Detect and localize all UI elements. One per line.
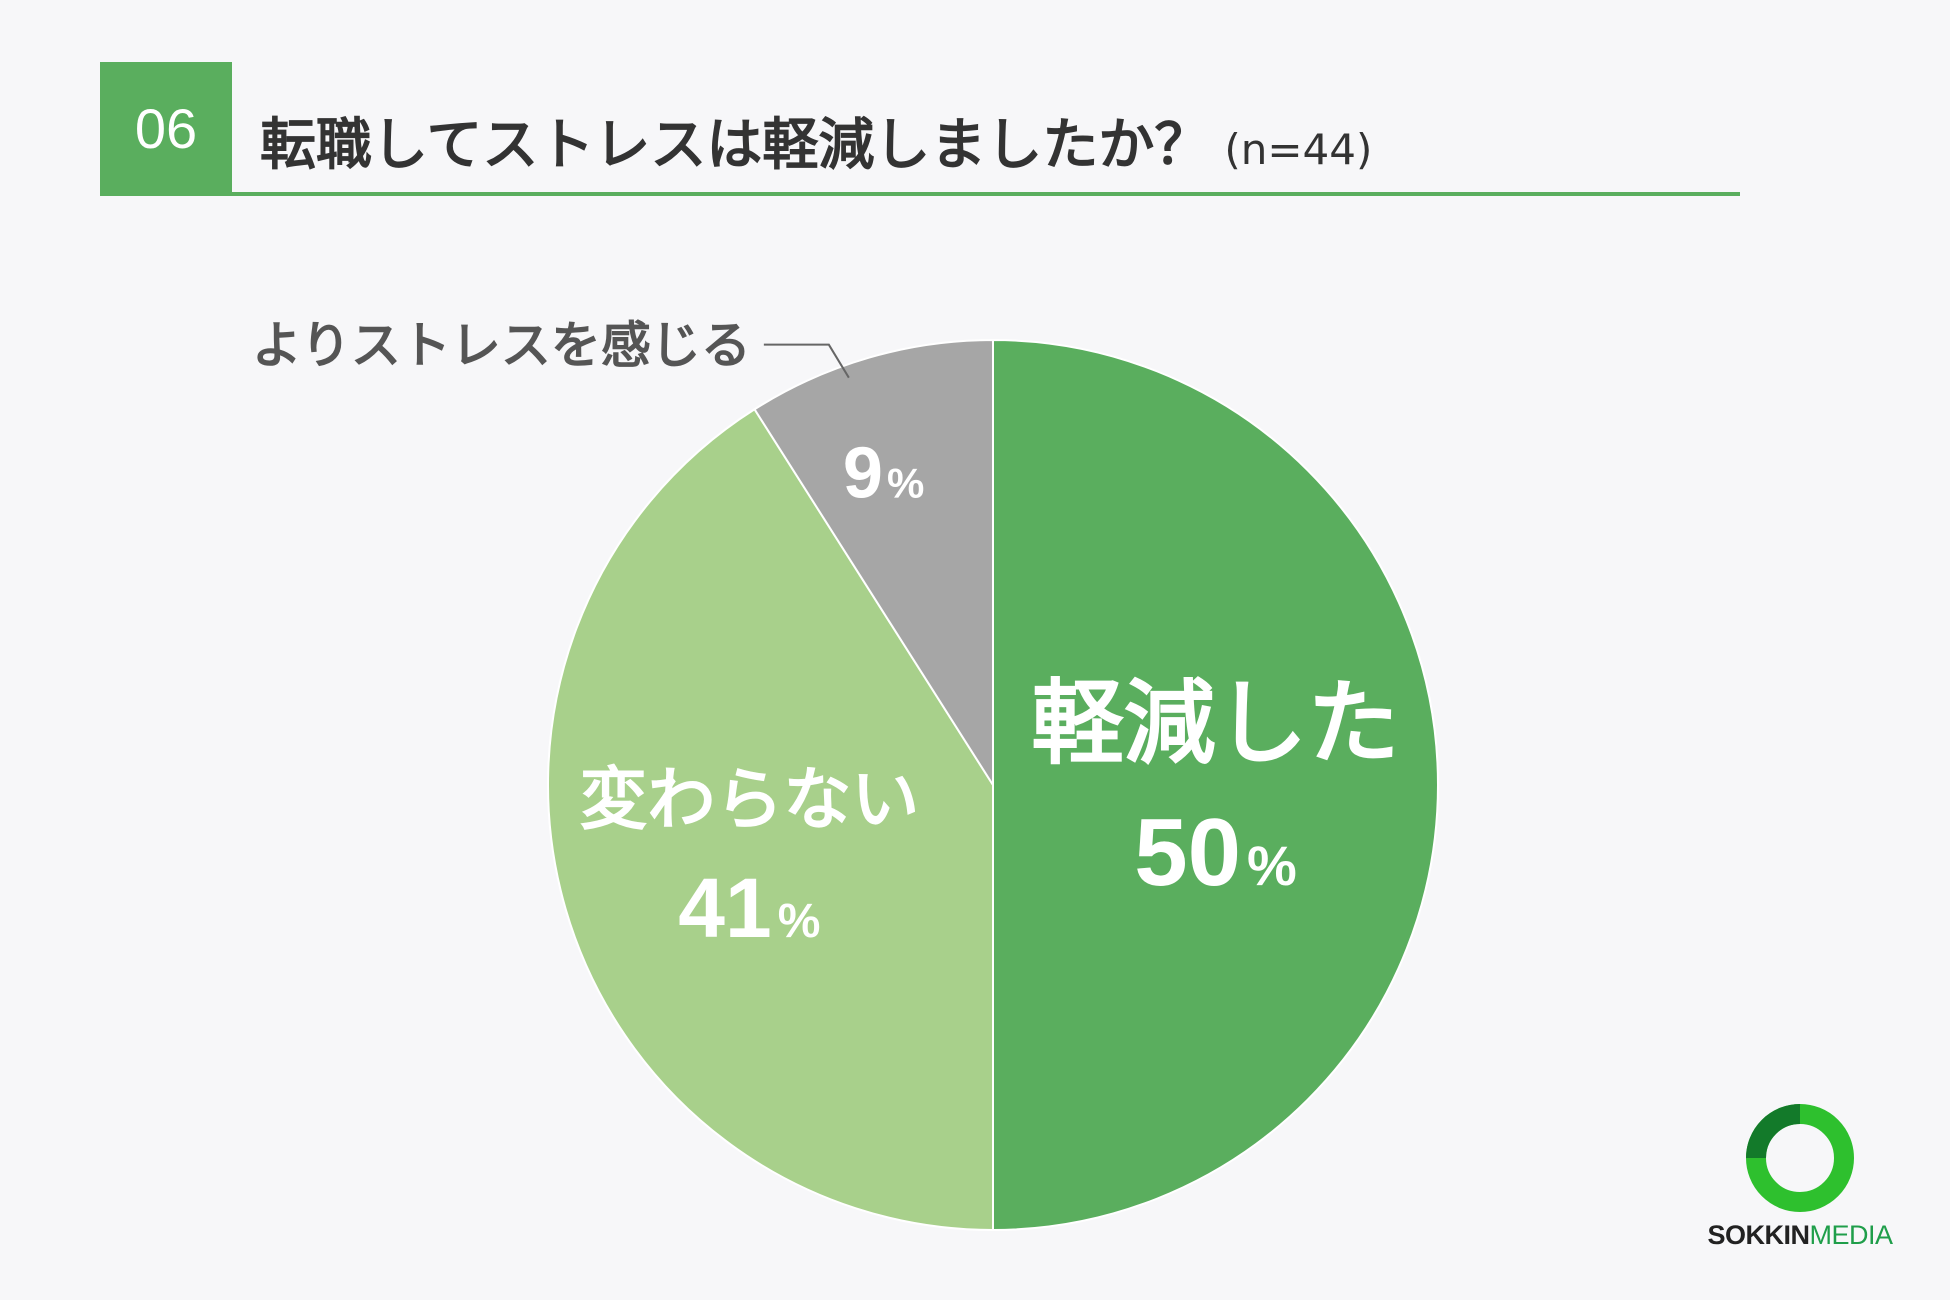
slice-value-number: 9 bbox=[843, 433, 883, 513]
slice-label: 変わらない bbox=[579, 761, 919, 840]
pie-slice bbox=[753, 338, 994, 789]
slice-value-unit: % bbox=[778, 895, 821, 948]
slice-label: よりストレスを感じる bbox=[252, 317, 751, 375]
slice-value: 50% bbox=[1134, 799, 1297, 906]
logo-text-sokkin: SOKKIN bbox=[1707, 1220, 1810, 1250]
slice-label: 軽減した bbox=[1031, 670, 1399, 777]
sample-size: (n=44) bbox=[1224, 125, 1373, 174]
slice-value-number: 41 bbox=[678, 861, 771, 955]
pie-slice bbox=[992, 338, 1439, 1232]
pie-slices bbox=[547, 338, 1439, 1232]
slice-value-unit: % bbox=[887, 459, 924, 506]
sokkin-media-logo: SOKKINMEDIA bbox=[1695, 1100, 1905, 1260]
slice-value-unit: % bbox=[1247, 834, 1297, 897]
question-number-badge: 06 bbox=[100, 62, 232, 195]
logo-text-media: MEDIA bbox=[1809, 1220, 1894, 1250]
slice-value: 41% bbox=[678, 861, 820, 955]
chart-header: 06 転職してストレスは軽減しましたか？ (n=44) bbox=[100, 62, 1740, 197]
question-number: 06 bbox=[134, 97, 198, 160]
slice-value: 9% bbox=[843, 433, 924, 513]
title-text: 転職してストレスは軽減しましたか？ bbox=[260, 113, 1211, 178]
leader-line bbox=[763, 343, 850, 379]
slice-value-number: 50 bbox=[1134, 799, 1241, 906]
logo-wordmark: SOKKINMEDIA bbox=[1695, 1220, 1905, 1251]
pie-slice bbox=[547, 407, 994, 1232]
header-divider bbox=[100, 192, 1740, 196]
chart-title: 転職してストレスは軽減しましたか？ (n=44) bbox=[260, 100, 1372, 181]
logo-ring-icon bbox=[1746, 1104, 1854, 1212]
